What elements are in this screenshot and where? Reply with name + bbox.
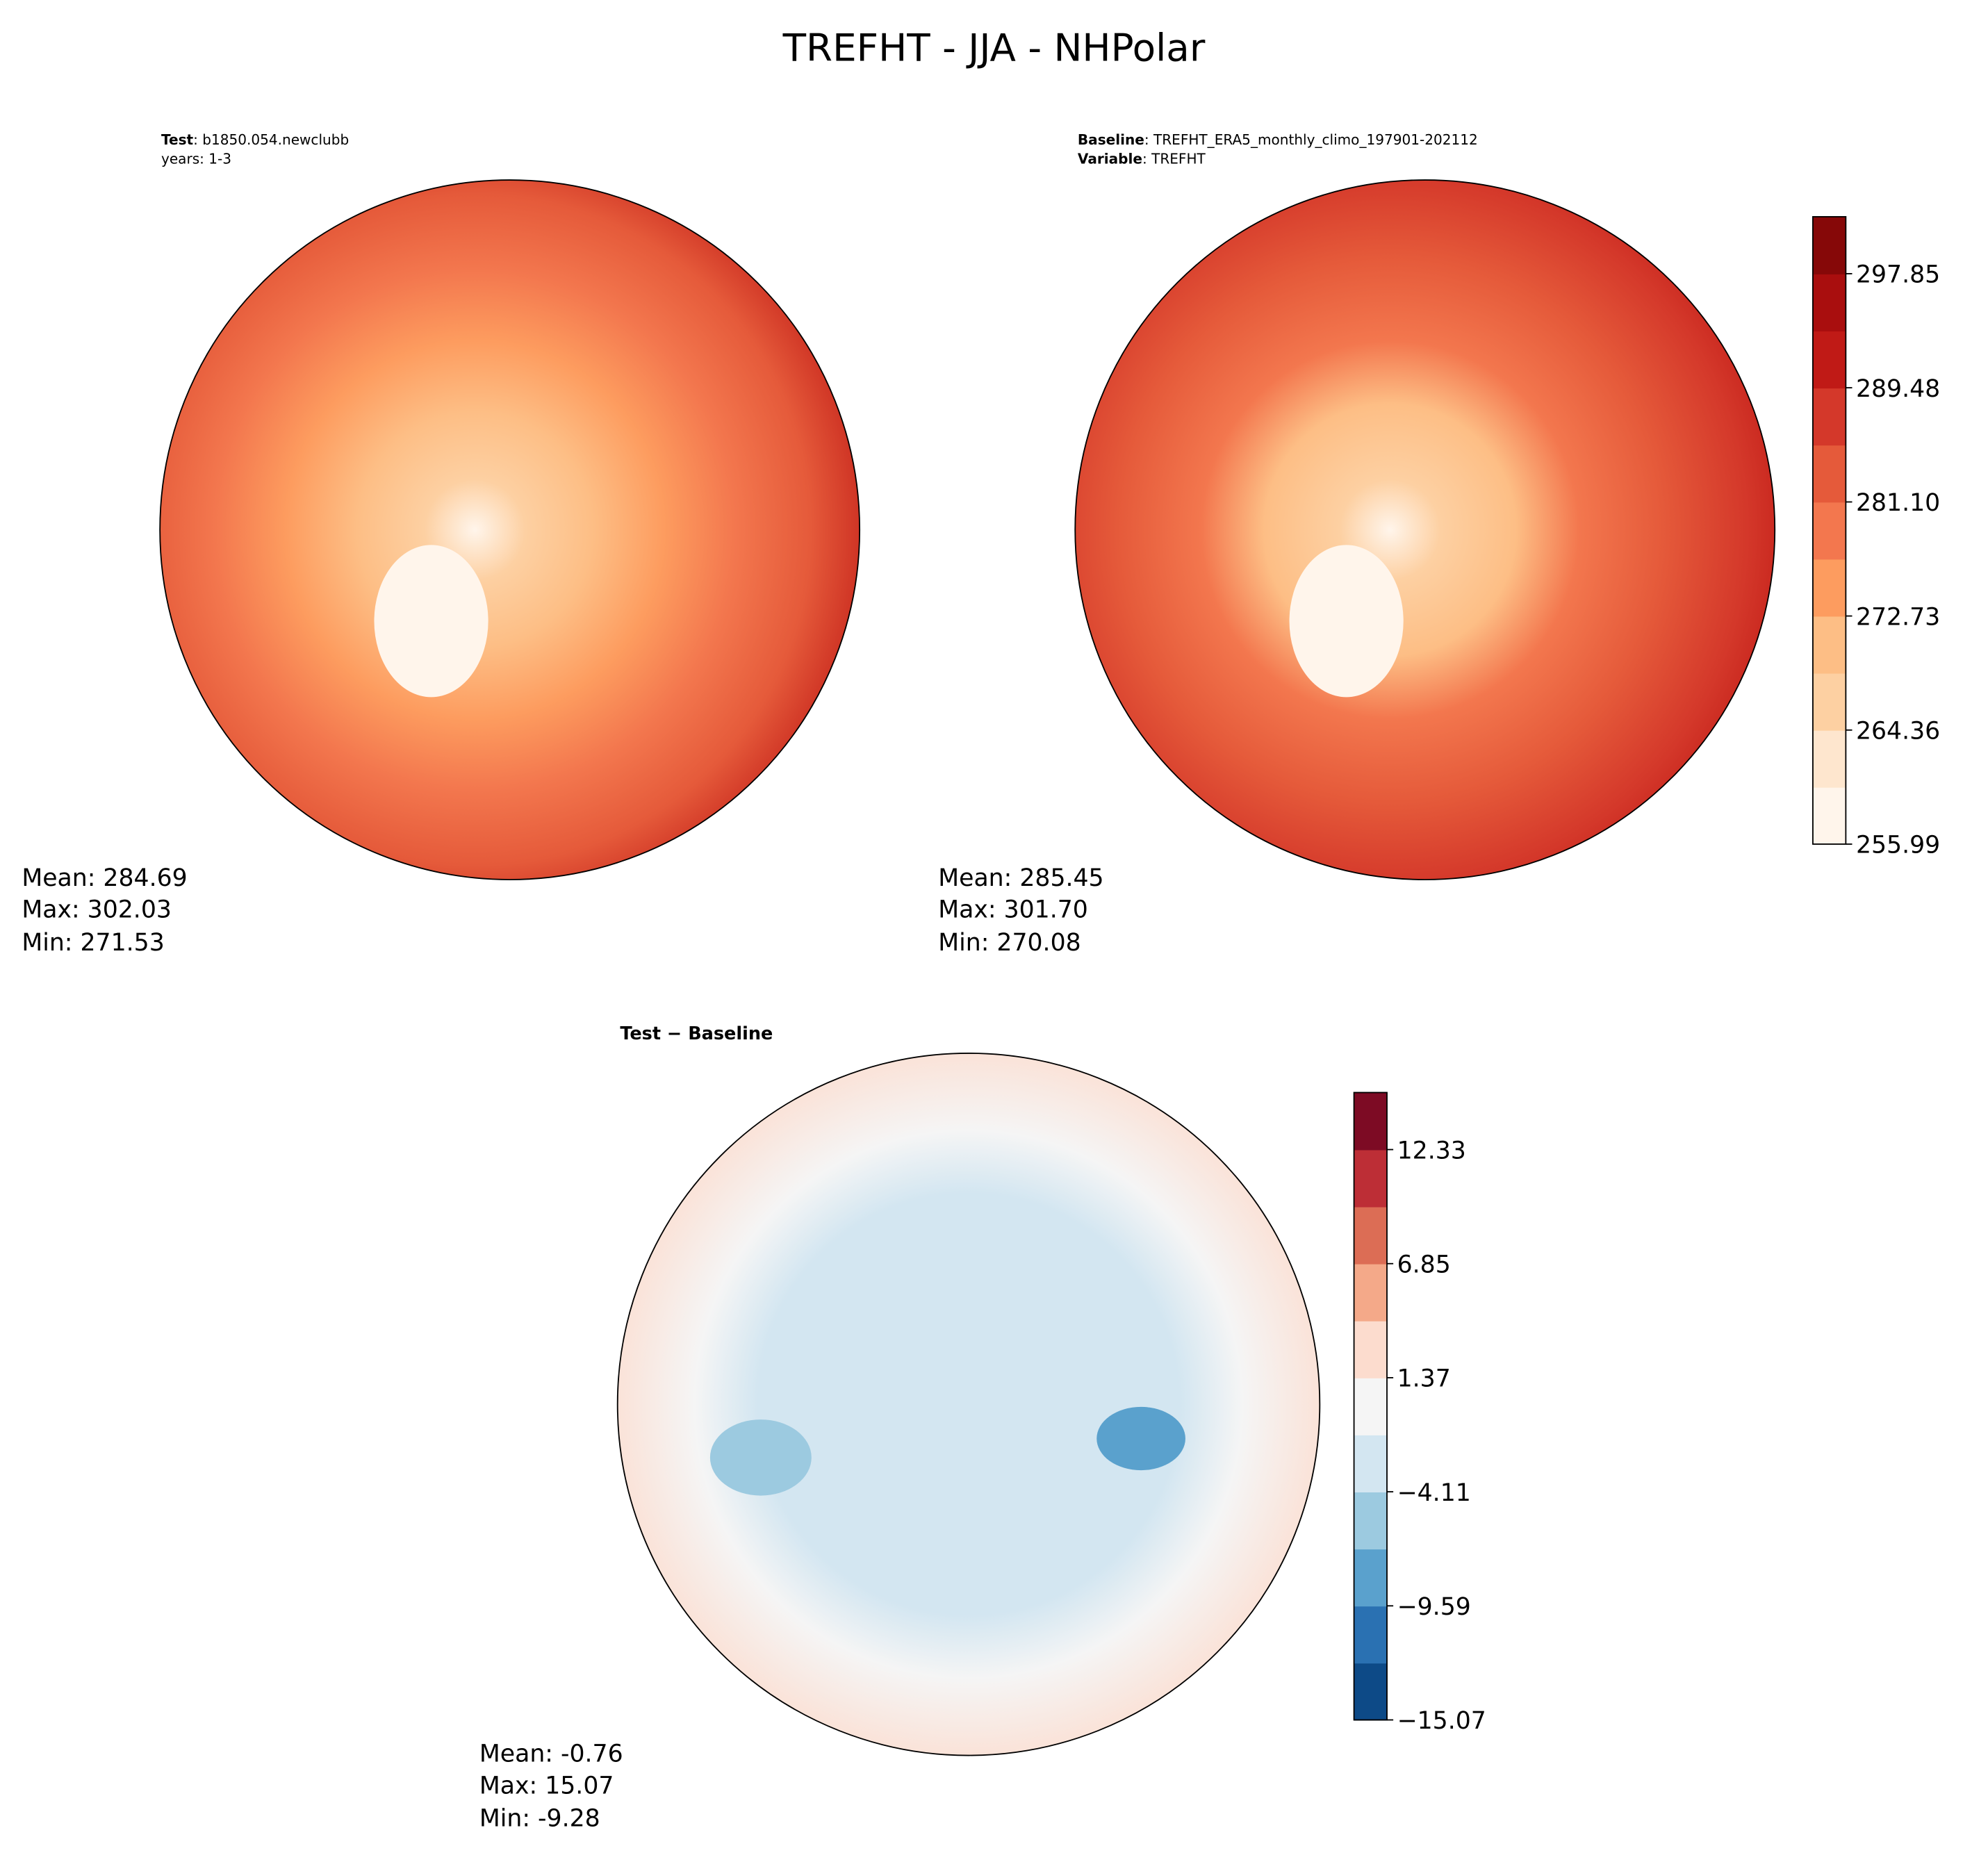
colorbar-bin <box>1812 216 1846 274</box>
cold-anomaly <box>1096 1406 1185 1471</box>
colorbar-bin <box>1354 1263 1388 1321</box>
stat: Mean: 284.69 <box>22 864 187 892</box>
greenland <box>1289 545 1404 698</box>
tick-label: 289.48 <box>1856 375 1940 403</box>
svg-text:Test: b1850.054.newclubb: Test: b1850.054.newclubb <box>161 131 349 148</box>
colorbar-bin <box>1354 1663 1388 1721</box>
stat: Min: 271.53 <box>22 929 164 957</box>
header-key: Baseline <box>1078 131 1144 148</box>
colorbar-frame <box>1353 1092 1388 1721</box>
map <box>1074 179 1776 880</box>
stat: Mean: 285.45 <box>938 864 1103 892</box>
colorbar-bin <box>1354 1149 1388 1208</box>
tick-label: 281.10 <box>1856 489 1940 517</box>
colorbar-frame <box>1812 216 1847 845</box>
cold-anomaly <box>709 1419 812 1496</box>
stat: Max: 302.03 <box>22 896 172 924</box>
colorbar-bin <box>1812 274 1846 332</box>
stats: Mean: 284.69 Max: 302.03 Min: 271.53 Mea… <box>22 864 1103 1833</box>
colorbar-bin <box>1354 1092 1388 1151</box>
map <box>159 179 861 880</box>
figure-title: TREFHT - JJA - NHPolar <box>782 26 1206 70</box>
colorbar-bin <box>1812 502 1846 560</box>
colorbar-bin <box>1812 673 1846 731</box>
header-value: : TREFHT <box>1142 150 1206 167</box>
tick-label: −9.59 <box>1397 1593 1471 1621</box>
tick-label: 6.85 <box>1397 1251 1451 1279</box>
colorbar-bin <box>1354 1606 1388 1664</box>
colorbar-bin <box>1812 730 1846 788</box>
header-key: Test <box>161 131 194 148</box>
stat: Min: 270.08 <box>938 929 1081 957</box>
stat: Min: -9.28 <box>479 1805 600 1833</box>
header-value: : TREFHT_ERA5_monthly_climo_197901-20211… <box>1144 131 1478 148</box>
header-key: Variable <box>1078 150 1142 167</box>
tick-label: 264.36 <box>1856 718 1940 746</box>
colorbar-bin <box>1354 1206 1388 1265</box>
tick-label: 255.99 <box>1856 832 1940 859</box>
stat: Mean: -0.76 <box>479 1740 623 1768</box>
header-value: : b1850.054.newclubb <box>193 131 349 148</box>
stat: Max: 15.07 <box>479 1772 614 1800</box>
tick-label: 1.37 <box>1397 1365 1451 1393</box>
colorbar-bin <box>1812 787 1846 845</box>
svg-text:Baseline: TREFHT_ERA5_monthly_: Baseline: TREFHT_ERA5_monthly_climo_1979… <box>1078 131 1478 148</box>
tick-label: 272.73 <box>1856 603 1940 631</box>
colorbar-bin <box>1354 1320 1388 1378</box>
tick-label: 297.85 <box>1856 261 1940 289</box>
colorbar-bin <box>1354 1377 1388 1435</box>
colorbar-bin <box>1354 1492 1388 1550</box>
panel-header: Test: b1850.054.newclubb years: 1-3 Base… <box>161 131 1478 1044</box>
greenland <box>374 545 488 698</box>
colorbar-bin <box>1354 1435 1388 1493</box>
header-key: Test − Baseline <box>620 1023 773 1044</box>
tick-label: −4.11 <box>1397 1479 1471 1507</box>
colorbar-bin <box>1812 559 1846 617</box>
tick-label: −15.07 <box>1397 1707 1486 1735</box>
header-value: years: 1-3 <box>161 150 231 167</box>
map <box>616 1053 1321 1756</box>
stat: Max: 301.70 <box>938 896 1088 924</box>
svg-text:Variable: TREFHT: Variable: TREFHT <box>1078 150 1206 167</box>
colorbar-bin <box>1812 445 1846 503</box>
colorbar-bin <box>1812 616 1846 674</box>
colorbar-bin <box>1354 1549 1388 1607</box>
tick-label: 12.33 <box>1397 1137 1466 1164</box>
colorbar-bin <box>1812 388 1846 446</box>
colorbar-bin <box>1812 331 1846 389</box>
